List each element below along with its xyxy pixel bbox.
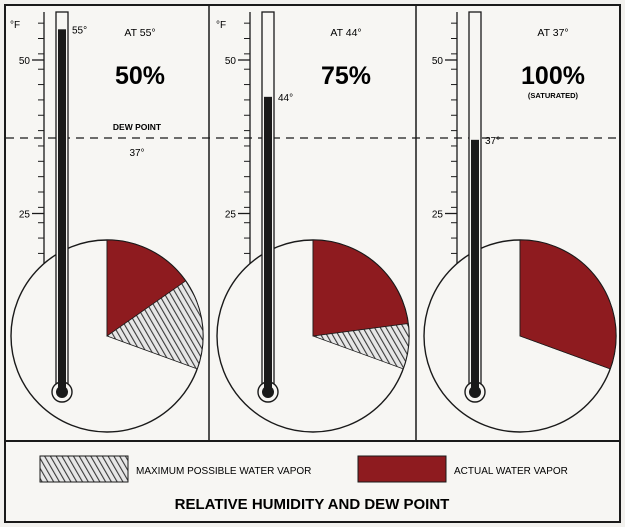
unit-label: °F [10, 20, 20, 31]
scale-tick-label: 50 [432, 56, 444, 67]
panel-2: °F5025044°AT 44°75% [216, 11, 410, 433]
actual-water-vapor-wedge [519, 239, 617, 370]
legend-hatch-swatch [39, 455, 129, 483]
legend-actual-swatch [357, 455, 447, 483]
scale-tick-label: 25 [225, 210, 237, 221]
scale-tick-label: 50 [225, 56, 237, 67]
thermometer-mercury-column [58, 29, 66, 393]
dew-point-temp: 37° [129, 148, 144, 159]
panel-header: AT 37° [537, 27, 568, 39]
dew-point-label: DEW POINT [113, 122, 162, 132]
actual-water-vapor-wedge [106, 239, 187, 337]
thermometer-mercury-column [264, 96, 272, 392]
actual-water-vapor-wedge [312, 239, 409, 337]
panel-header: AT 44° [330, 27, 361, 39]
legend-actual-label: ACTUAL WATER VAPOR [454, 466, 568, 477]
thermometer-reading: 37° [485, 136, 500, 147]
relative-humidity-percent: 100% [521, 62, 585, 90]
scale-tick-label: 50 [19, 56, 31, 67]
relative-humidity-percent: 75% [321, 62, 371, 90]
legend: MAXIMUM POSSIBLE WATER VAPOR ACTUAL WATE… [39, 455, 568, 483]
relative-humidity-percent: 50% [115, 62, 165, 90]
saturated-note: (SATURATED) [528, 91, 579, 100]
panel-header: AT 55° [124, 27, 155, 39]
thermometer-reading: 55° [72, 25, 87, 36]
legend-max-label: MAXIMUM POSSIBLE WATER VAPOR [136, 466, 311, 477]
unit-label: °F [216, 20, 226, 31]
thermometer-reading: 44° [278, 93, 293, 104]
scale-tick-label: 25 [19, 210, 31, 221]
scale-tick-label: 25 [432, 210, 444, 221]
thermometer-mercury-column [471, 139, 479, 392]
diagram-title: RELATIVE HUMIDITY AND DEW POINT [175, 496, 450, 513]
panel-3: 5025037°AT 37°100%(SATURATED) [423, 11, 617, 433]
